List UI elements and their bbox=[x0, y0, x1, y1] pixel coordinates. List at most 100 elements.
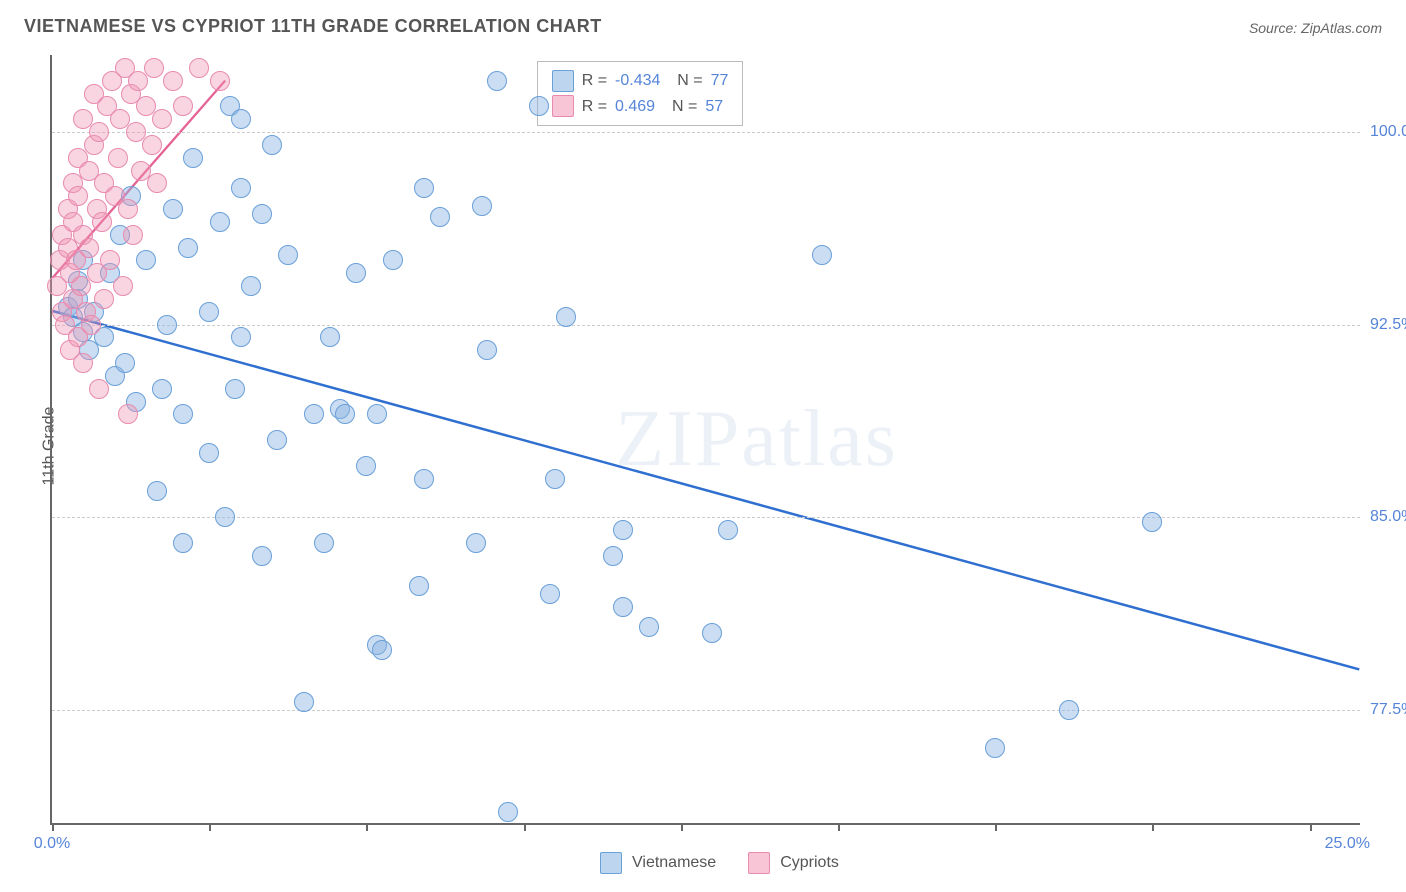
scatter-point bbox=[356, 456, 376, 476]
x-tick bbox=[209, 823, 211, 831]
scatter-point bbox=[267, 430, 287, 450]
scatter-point bbox=[545, 469, 565, 489]
scatter-point bbox=[985, 738, 1005, 758]
scatter-point bbox=[199, 443, 219, 463]
x-tick-label: 25.0% bbox=[1325, 835, 1370, 853]
scatter-point bbox=[529, 96, 549, 116]
scatter-point bbox=[142, 135, 162, 155]
scatter-point bbox=[163, 71, 183, 91]
legend-swatch-icon bbox=[552, 95, 574, 117]
scatter-point bbox=[812, 245, 832, 265]
scatter-point bbox=[81, 315, 101, 335]
scatter-point bbox=[556, 307, 576, 327]
legend-series: VietnameseCypriots bbox=[600, 852, 861, 874]
legend-correlation: R = -0.434 N = 77R = 0.469 N = 57 bbox=[537, 61, 744, 126]
scatter-point bbox=[147, 481, 167, 501]
scatter-point bbox=[278, 245, 298, 265]
scatter-point bbox=[152, 379, 172, 399]
scatter-point bbox=[210, 212, 230, 232]
scatter-point bbox=[215, 507, 235, 527]
scatter-point bbox=[173, 533, 193, 553]
scatter-point bbox=[252, 204, 272, 224]
scatter-point bbox=[613, 520, 633, 540]
scatter-point bbox=[231, 109, 251, 129]
legend-correlation-row: R = 0.469 N = 57 bbox=[552, 94, 729, 120]
scatter-point bbox=[252, 546, 272, 566]
scatter-point bbox=[189, 58, 209, 78]
trend-lines-svg bbox=[52, 55, 1360, 823]
x-tick bbox=[524, 823, 526, 831]
scatter-point bbox=[1059, 700, 1079, 720]
legend-swatch-icon bbox=[748, 852, 770, 874]
scatter-point bbox=[123, 225, 143, 245]
chart-title: VIETNAMESE VS CYPRIOT 11TH GRADE CORRELA… bbox=[24, 16, 602, 37]
scatter-point bbox=[92, 212, 112, 232]
scatter-point bbox=[136, 250, 156, 270]
legend-r-value: 0.469 bbox=[615, 94, 655, 120]
scatter-point bbox=[94, 289, 114, 309]
scatter-point bbox=[304, 404, 324, 424]
gridline-h bbox=[52, 517, 1360, 518]
scatter-point bbox=[613, 597, 633, 617]
gridline-h bbox=[52, 132, 1360, 133]
scatter-point bbox=[118, 404, 138, 424]
legend-series-label: Vietnamese bbox=[632, 854, 716, 872]
scatter-point bbox=[639, 617, 659, 637]
legend-r-label: R = bbox=[582, 94, 607, 120]
scatter-point bbox=[113, 276, 133, 296]
scatter-point bbox=[73, 353, 93, 373]
legend-correlation-row: R = -0.434 N = 77 bbox=[552, 68, 729, 94]
legend-n-value: 57 bbox=[705, 94, 723, 120]
scatter-point bbox=[89, 379, 109, 399]
x-tick-label: 0.0% bbox=[34, 835, 70, 853]
scatter-point bbox=[409, 576, 429, 596]
legend-n-label: N = bbox=[668, 68, 702, 94]
scatter-point bbox=[540, 584, 560, 604]
x-tick bbox=[366, 823, 368, 831]
scatter-point bbox=[183, 148, 203, 168]
x-tick bbox=[995, 823, 997, 831]
scatter-point bbox=[157, 315, 177, 335]
legend-r-value: -0.434 bbox=[615, 68, 660, 94]
scatter-point bbox=[414, 469, 434, 489]
scatter-point bbox=[68, 186, 88, 206]
y-tick-label: 85.0% bbox=[1370, 508, 1406, 526]
x-tick bbox=[838, 823, 840, 831]
scatter-point bbox=[118, 199, 138, 219]
gridline-h bbox=[52, 710, 1360, 711]
trend-line bbox=[53, 311, 1360, 669]
scatter-point bbox=[498, 802, 518, 822]
scatter-point bbox=[335, 404, 355, 424]
scatter-point bbox=[367, 404, 387, 424]
scatter-point bbox=[89, 122, 109, 142]
scatter-point bbox=[1142, 512, 1162, 532]
scatter-point bbox=[115, 353, 135, 373]
scatter-point bbox=[320, 327, 340, 347]
scatter-point bbox=[163, 199, 183, 219]
scatter-point bbox=[430, 207, 450, 227]
scatter-point bbox=[718, 520, 738, 540]
legend-swatch-icon bbox=[600, 852, 622, 874]
scatter-point bbox=[262, 135, 282, 155]
scatter-point bbox=[241, 276, 261, 296]
y-tick-label: 77.5% bbox=[1370, 701, 1406, 719]
scatter-point bbox=[210, 71, 230, 91]
x-tick bbox=[1310, 823, 1312, 831]
source-label: Source: ZipAtlas.com bbox=[1249, 20, 1382, 36]
legend-r-label: R = bbox=[582, 68, 607, 94]
scatter-point bbox=[147, 173, 167, 193]
scatter-point bbox=[346, 263, 366, 283]
scatter-point bbox=[383, 250, 403, 270]
scatter-point bbox=[152, 109, 172, 129]
x-tick bbox=[52, 823, 54, 831]
scatter-point bbox=[294, 692, 314, 712]
watermark-text: ZIPatlas bbox=[615, 394, 898, 485]
scatter-point bbox=[225, 379, 245, 399]
legend-n-label: N = bbox=[663, 94, 697, 120]
scatter-point bbox=[314, 533, 334, 553]
y-tick-label: 100.0% bbox=[1370, 123, 1406, 141]
scatter-point bbox=[199, 302, 219, 322]
scatter-point bbox=[487, 71, 507, 91]
scatter-point bbox=[173, 404, 193, 424]
scatter-point bbox=[477, 340, 497, 360]
